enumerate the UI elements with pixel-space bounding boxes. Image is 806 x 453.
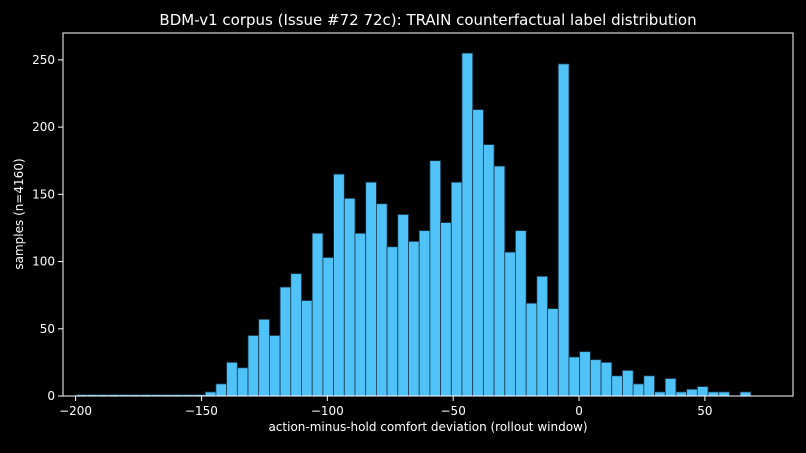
histogram-bar bbox=[333, 173, 345, 397]
histogram-bar bbox=[279, 286, 292, 397]
x-axis-label: action-minus-hold comfort deviation (rol… bbox=[268, 420, 587, 434]
histogram-bar bbox=[557, 63, 570, 397]
histogram-bar bbox=[290, 273, 302, 397]
histogram-bar bbox=[386, 246, 399, 397]
histogram-bar bbox=[643, 375, 655, 397]
histogram-bar bbox=[515, 230, 527, 397]
histogram-bar bbox=[301, 300, 313, 397]
histogram-bar bbox=[408, 240, 420, 397]
histogram-bar bbox=[450, 181, 463, 397]
y-tick-label: 150 bbox=[32, 187, 55, 201]
histogram-bar bbox=[579, 351, 591, 397]
histogram-bar bbox=[375, 203, 388, 397]
x-tick-label: −200 bbox=[59, 404, 92, 418]
y-tick-label: 250 bbox=[32, 53, 55, 67]
histogram-bar bbox=[204, 391, 217, 397]
x-tick-label: −150 bbox=[185, 404, 218, 418]
histogram-bar bbox=[611, 375, 623, 397]
histogram-bar bbox=[718, 391, 730, 397]
histogram-bar bbox=[418, 230, 431, 397]
histogram-bar bbox=[696, 386, 709, 397]
histogram-bar bbox=[440, 222, 452, 397]
histogram-bar bbox=[482, 144, 495, 397]
histogram-bar bbox=[311, 232, 324, 397]
histogram-bar bbox=[536, 275, 548, 397]
y-tick-label: 50 bbox=[40, 322, 55, 336]
histogram-bar bbox=[322, 257, 335, 397]
histogram-bar bbox=[269, 335, 281, 397]
histogram-bar bbox=[686, 388, 698, 397]
y-tick-label: 100 bbox=[32, 255, 55, 269]
x-tick-label: −100 bbox=[311, 404, 344, 418]
histogram-bar bbox=[547, 308, 559, 397]
x-tick-label: 50 bbox=[697, 404, 712, 418]
chart-title: BDM-v1 corpus (Issue #72 72c): TRAIN cou… bbox=[159, 11, 696, 29]
histogram-bar bbox=[568, 356, 581, 397]
histogram-bar bbox=[429, 160, 441, 397]
x-tick-label: 0 bbox=[575, 404, 583, 418]
histogram-bar bbox=[226, 361, 238, 397]
histogram-bar bbox=[622, 370, 634, 397]
histogram-bar bbox=[664, 378, 677, 397]
x-tick-label: −50 bbox=[441, 404, 466, 418]
histogram-bar bbox=[632, 383, 645, 397]
y-tick-label: 200 bbox=[32, 120, 55, 134]
plot-frame bbox=[62, 32, 794, 397]
axes-layer bbox=[62, 32, 794, 397]
histogram-bar bbox=[493, 165, 506, 397]
ticks-layer: −200 −150 −100 −50 0 50 0 50 100 150 200 250 bbox=[32, 53, 712, 418]
histogram-bar bbox=[600, 361, 613, 397]
histogram-bar bbox=[354, 232, 367, 397]
histogram-bar bbox=[504, 251, 516, 397]
y-tick-label: 0 bbox=[47, 389, 55, 403]
histogram-bar bbox=[589, 359, 602, 397]
y-axis-label: samples (n=4160) bbox=[12, 158, 26, 269]
histogram-bar bbox=[525, 302, 538, 397]
histogram-bar bbox=[365, 181, 377, 397]
histogram-bar bbox=[397, 214, 409, 397]
histogram-bar bbox=[215, 383, 228, 397]
histogram-bar bbox=[707, 391, 720, 397]
histogram-bar bbox=[739, 391, 752, 397]
histogram-bar bbox=[654, 391, 666, 397]
histogram-bar bbox=[258, 318, 270, 397]
histogram-bar bbox=[472, 109, 484, 397]
histogram-bar bbox=[461, 52, 474, 397]
bars-layer bbox=[76, 52, 752, 397]
histogram-bar bbox=[236, 367, 249, 397]
histogram-bar bbox=[247, 335, 260, 397]
histogram-bar bbox=[675, 391, 688, 397]
histogram-bar bbox=[343, 197, 356, 397]
